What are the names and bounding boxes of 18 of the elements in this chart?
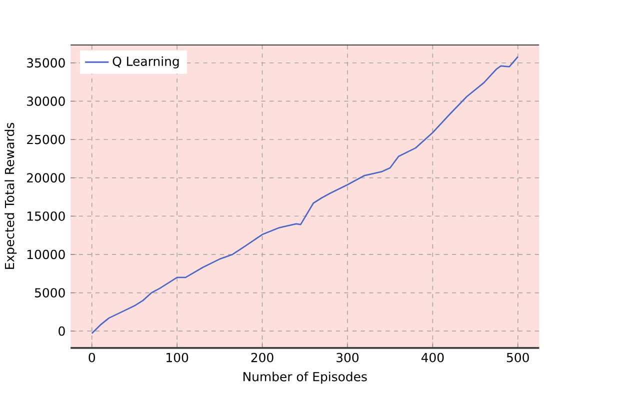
line-series — [91, 56, 519, 334]
y-tick-label: 15000 — [27, 211, 65, 221]
x-axis-title: Number of Episodes — [243, 372, 367, 384]
legend-label: Q Learning — [112, 56, 179, 68]
y-tick-label: 20000 — [27, 173, 65, 182]
x-tick-label: 200 — [251, 352, 274, 362]
y-tick-label: 0 — [58, 326, 65, 336]
y-tick-label: 5000 — [34, 288, 65, 298]
y-tick-label: 25000 — [27, 134, 65, 144]
x-tick-label: 100 — [166, 352, 188, 362]
y-tick-label: 10000 — [27, 250, 65, 260]
x-tick-label: 500 — [506, 352, 529, 362]
x-tick-label: 300 — [336, 352, 359, 362]
y-tick-label: 35000 — [27, 58, 65, 68]
x-tick-label: 400 — [421, 352, 444, 362]
x-tick-label: 0 — [88, 352, 96, 362]
y-tick-label: 30000 — [27, 96, 65, 106]
y-axis-title: Expected Total Rewards — [4, 122, 17, 269]
